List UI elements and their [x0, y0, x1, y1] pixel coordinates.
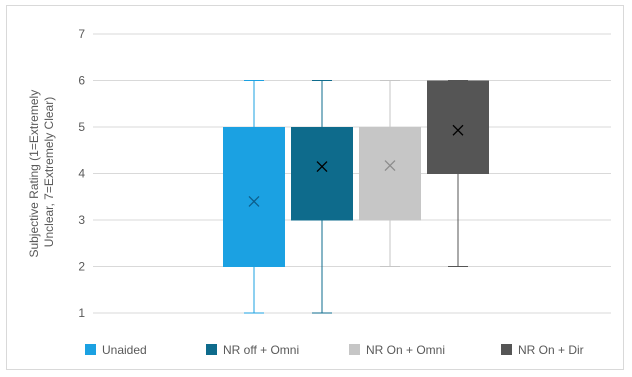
y-axis-label-line-2: Unclear, 7=Extremely Clear): [42, 97, 56, 247]
legend-item-nr-on-omni: NR On + Omni: [349, 343, 445, 357]
y-tick-label-3: 3: [78, 213, 85, 227]
box-nr-off-omni: [291, 80, 353, 314]
box-unaided: [223, 80, 285, 314]
y-tick-label-7: 7: [78, 27, 85, 41]
mean-marker: [452, 124, 464, 136]
legend-item-nr-off-omni: NR off + Omni: [206, 343, 299, 357]
mean-marker-stroke-b: [452, 124, 464, 136]
legend-label: NR On + Dir: [518, 343, 584, 357]
box-plot-chart: 1 2 3 4 5 6 7 Subjective Rating (1=Extremely U…: [27, 27, 611, 357]
legend-item-nr-on-dir: NR On + Dir: [501, 343, 584, 357]
box-series: [223, 80, 489, 314]
mean-marker-stroke-b: [316, 161, 328, 172]
y-tick-label-6: 6: [78, 74, 85, 88]
box-nr-on-dir: [427, 80, 489, 267]
y-tick-label-2: 2: [78, 260, 85, 274]
y-axis-label: Subjective Rating (1=Extremely Unclear, …: [27, 86, 56, 257]
legend-label: NR On + Omni: [366, 343, 445, 357]
y-axis-label-line-1: Subjective Rating (1=Extremely: [27, 90, 41, 258]
iqr-box: [359, 127, 421, 220]
mean-marker: [248, 195, 260, 207]
y-axis-ticks: 1 2 3 4 5 6 7: [78, 27, 85, 320]
mean-marker-stroke-b: [384, 160, 396, 172]
legend-item-unaided: Unaided: [85, 343, 147, 357]
y-tick-label-4: 4: [78, 167, 85, 181]
legend: Unaided NR off + Omni NR On + Omni NR On + …: [85, 343, 584, 357]
legend-swatch: [349, 344, 360, 355]
legend-swatch: [85, 344, 96, 355]
chart-frame: 1 2 3 4 5 6 7 Subjective Rating (1=Extremely U…: [6, 5, 624, 370]
iqr-box: [427, 80, 489, 174]
legend-label: NR off + Omni: [223, 343, 299, 357]
y-tick-label-1: 1: [78, 306, 85, 320]
mean-marker-stroke-b: [248, 195, 260, 207]
iqr-box: [223, 127, 285, 267]
y-tick-label-5: 5: [78, 120, 85, 134]
legend-swatch: [501, 344, 512, 355]
mean-marker: [384, 160, 396, 172]
iqr-box: [291, 127, 353, 220]
legend-swatch: [206, 344, 217, 355]
box-nr-on-omni: [359, 80, 421, 267]
mean-marker: [316, 161, 328, 172]
legend-label: Unaided: [102, 343, 147, 357]
